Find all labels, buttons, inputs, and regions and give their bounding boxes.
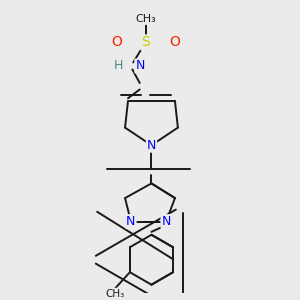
Text: N: N — [135, 59, 145, 73]
Text: H: H — [114, 59, 124, 73]
Text: CH₃: CH₃ — [135, 14, 156, 24]
Text: N: N — [161, 215, 171, 228]
Text: N: N — [126, 215, 136, 228]
Text: S: S — [141, 35, 150, 50]
Text: O: O — [169, 35, 180, 50]
Text: N: N — [147, 139, 156, 152]
Text: CH₃: CH₃ — [106, 289, 125, 298]
Text: O: O — [111, 35, 122, 50]
